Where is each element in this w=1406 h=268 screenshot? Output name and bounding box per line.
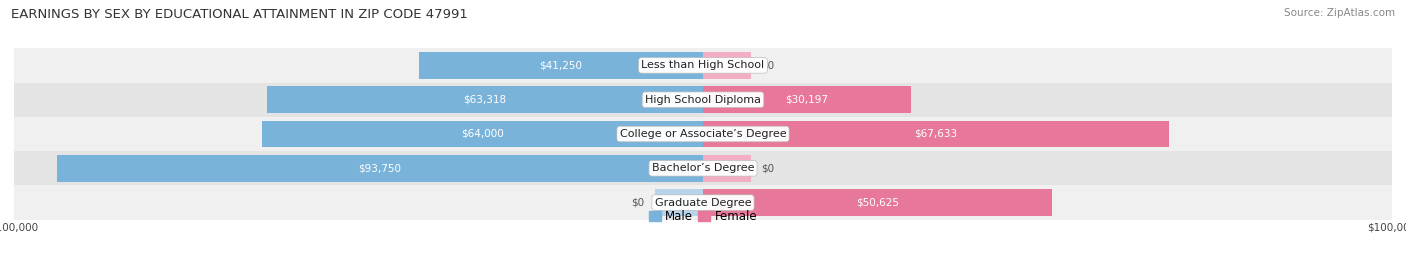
Text: $50,625: $50,625 <box>856 198 898 208</box>
Text: College or Associate’s Degree: College or Associate’s Degree <box>620 129 786 139</box>
Bar <box>703 52 751 79</box>
Text: Graduate Degree: Graduate Degree <box>655 198 751 208</box>
Text: High School Diploma: High School Diploma <box>645 95 761 105</box>
Text: $0: $0 <box>762 163 775 173</box>
Bar <box>14 83 1392 117</box>
Bar <box>14 117 1392 151</box>
Bar <box>703 189 1052 216</box>
Bar <box>267 86 703 113</box>
Text: $0: $0 <box>762 60 775 70</box>
Bar <box>14 185 1392 220</box>
Bar <box>262 121 703 147</box>
Bar <box>419 52 703 79</box>
Text: $41,250: $41,250 <box>540 60 582 70</box>
Bar <box>14 151 1392 185</box>
Text: $63,318: $63,318 <box>464 95 506 105</box>
Bar <box>703 155 751 182</box>
Bar <box>655 189 703 216</box>
Text: $93,750: $93,750 <box>359 163 402 173</box>
Text: $67,633: $67,633 <box>914 129 957 139</box>
Text: $64,000: $64,000 <box>461 129 503 139</box>
Bar <box>58 155 703 182</box>
Bar <box>703 86 911 113</box>
Text: Bachelor’s Degree: Bachelor’s Degree <box>652 163 754 173</box>
Text: Source: ZipAtlas.com: Source: ZipAtlas.com <box>1284 8 1395 18</box>
Text: $0: $0 <box>631 198 644 208</box>
Bar <box>14 48 1392 83</box>
Text: EARNINGS BY SEX BY EDUCATIONAL ATTAINMENT IN ZIP CODE 47991: EARNINGS BY SEX BY EDUCATIONAL ATTAINMEN… <box>11 8 468 21</box>
Legend: Male, Female: Male, Female <box>644 205 762 228</box>
Bar <box>703 121 1168 147</box>
Text: Less than High School: Less than High School <box>641 60 765 70</box>
Text: $30,197: $30,197 <box>786 95 828 105</box>
